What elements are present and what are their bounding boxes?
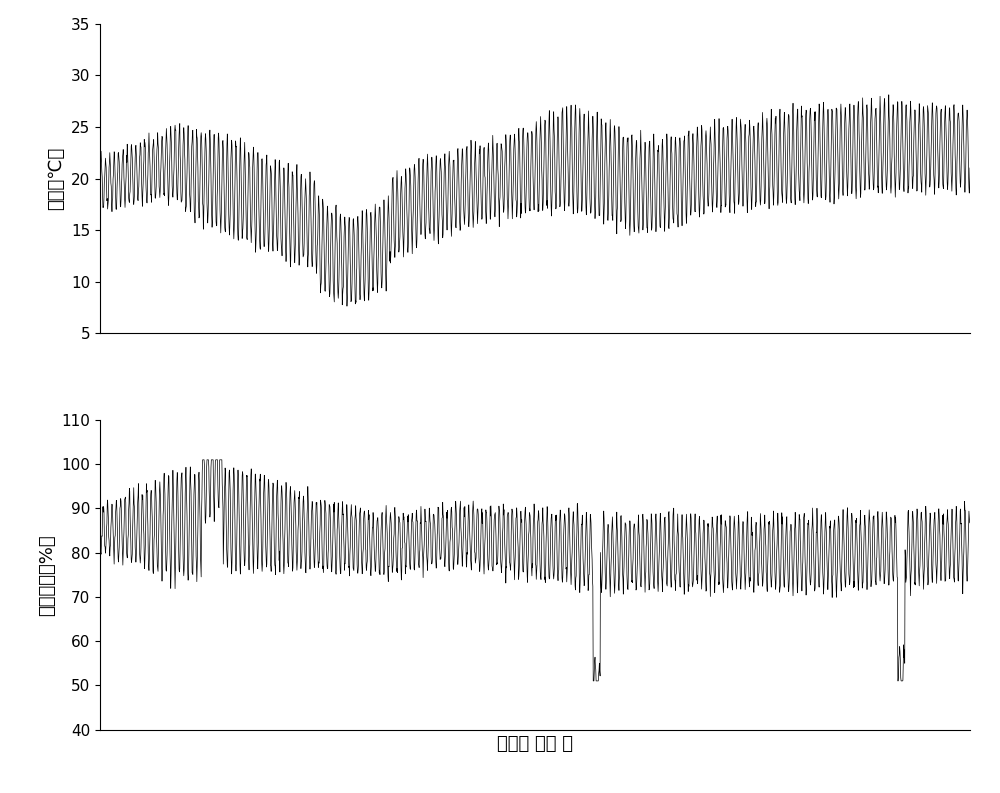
- X-axis label: 时间（ 小时 ）: 时间（ 小时 ）: [497, 735, 573, 753]
- Y-axis label: 温度（℃）: 温度（℃）: [47, 147, 65, 210]
- Y-axis label: 相对湿度（%）: 相对湿度（%）: [38, 534, 56, 615]
